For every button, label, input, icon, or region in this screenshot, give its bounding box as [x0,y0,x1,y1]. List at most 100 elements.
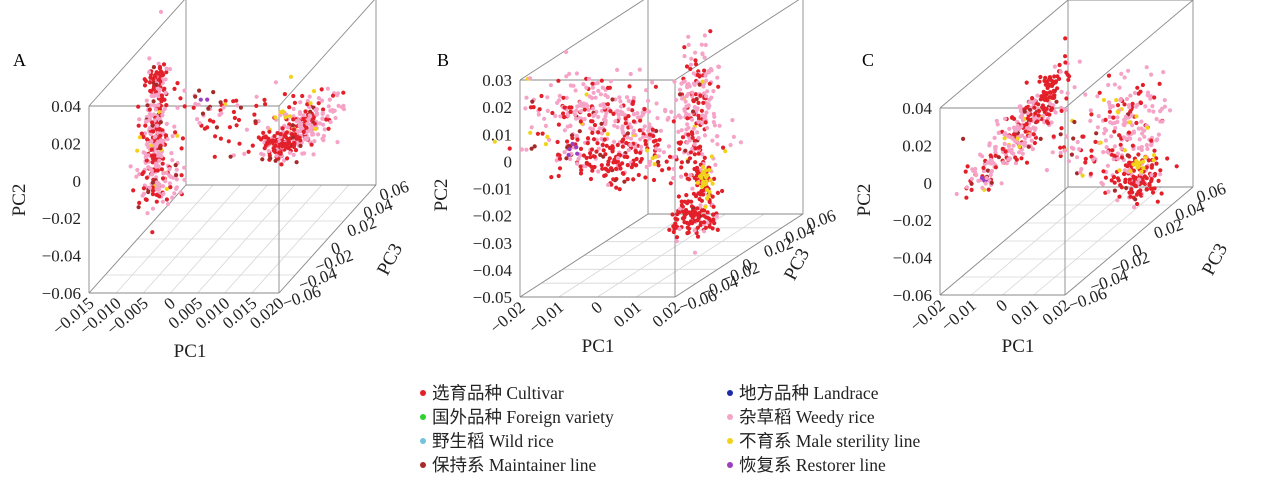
data-point [1130,101,1135,106]
data-point [696,119,701,124]
data-point [231,109,236,115]
data-point [673,221,678,226]
data-point [136,104,141,109]
data-point [588,176,594,182]
data-point [548,83,554,88]
data-point [1058,150,1063,155]
data-point [1011,132,1017,137]
data-point [686,91,691,97]
data-point [644,164,649,169]
data-point [1041,95,1046,101]
data-point [680,95,685,100]
data-point [232,115,237,121]
data-point [1015,136,1020,141]
data-point [1119,71,1124,76]
data-point [165,201,171,207]
legend-marker-icon [727,461,733,468]
data-point [702,68,707,73]
data-point [683,172,689,177]
data-point [150,192,156,197]
data-point [1088,108,1093,113]
data-point [519,147,524,152]
data-point [651,133,656,139]
data-point [677,147,682,152]
data-point [1036,102,1041,107]
data-point [693,160,698,165]
data-point [688,62,694,67]
data-point [1047,90,1053,95]
data-point [582,107,587,112]
data-point [304,125,309,130]
data-point [587,76,592,81]
data-point [1134,114,1139,119]
data-point [1106,189,1111,194]
data-point [1131,168,1136,173]
data-point [1165,156,1170,161]
data-point [1110,104,1116,109]
data-point [159,93,164,98]
data-point [1017,150,1022,155]
data-point [316,96,321,101]
data-point [706,102,711,107]
panel-b: B−0.05−0.04−0.03−0.02−0.0100.010.020.03−… [431,0,838,357]
data-point [641,111,646,116]
data-point [137,200,142,205]
y-tick-label: 0.04 [51,97,81,116]
data-point [600,85,605,90]
data-point [170,158,175,163]
data-point [1065,91,1070,96]
data-point [253,119,258,124]
data-point [131,188,136,193]
data-point [581,82,586,87]
data-point [671,166,676,172]
data-point [1103,190,1108,195]
data-point [1133,183,1138,189]
data-point [265,141,270,146]
data-point [168,174,173,179]
data-point [292,132,298,137]
data-point [679,199,684,204]
data-point [699,189,704,194]
data-point [666,115,671,120]
data-point [266,136,271,141]
data-point [256,135,261,140]
data-point [603,173,608,178]
y-tick-label: 0.02 [51,134,81,153]
data-point [160,113,165,118]
data-point [1118,142,1123,147]
data-point [620,144,626,149]
data-point [197,88,202,93]
data-point [690,132,695,137]
data-point [278,132,283,137]
data-point [1124,185,1129,191]
data-point [335,140,340,145]
data-point [647,132,653,137]
data-point [1155,137,1160,142]
data-point [1113,125,1118,131]
data-point [1140,82,1145,88]
data-point [288,74,294,79]
data-point [1128,169,1133,174]
data-point [1001,160,1006,165]
data-point [599,78,604,83]
data-point [1003,116,1008,121]
data-point [601,148,606,153]
data-point [1050,150,1055,155]
data-point [530,99,535,104]
data-point [708,178,713,183]
scatter-points [954,36,1179,210]
box-edge [939,186,1069,296]
data-point [657,148,662,153]
data-point [611,139,617,144]
data-point [980,185,985,190]
data-point [602,128,607,133]
data-point [1149,72,1154,77]
data-point [600,142,605,147]
box-edge [519,213,649,298]
data-point [1072,85,1077,90]
data-point [156,127,162,132]
data-point [1074,171,1080,176]
data-point [1112,188,1117,193]
data-point [580,103,586,109]
data-point [626,98,631,103]
